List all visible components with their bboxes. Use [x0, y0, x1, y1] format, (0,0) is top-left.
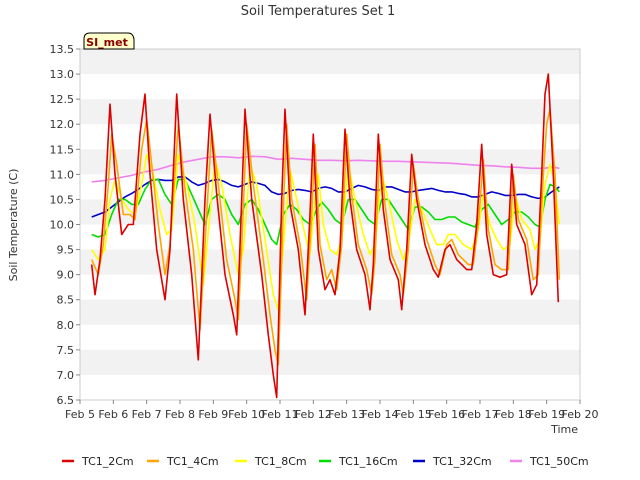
- y-tick-label: 10.0: [50, 219, 75, 232]
- series-lines: [90, 73, 561, 399]
- y-tick-label: 13.5: [50, 43, 75, 56]
- legend-label: TC1_32Cm: [432, 455, 492, 468]
- x-tick-label: Feb 13: [328, 408, 365, 421]
- x-tick-label: Feb 12: [295, 408, 332, 421]
- chart-title: Soil Temperatures Set 1: [241, 4, 396, 19]
- x-tick-label: Feb 16: [428, 408, 465, 421]
- grid-band: [80, 149, 580, 175]
- y-tick-label: 8.0: [57, 319, 75, 332]
- x-tick-label: Feb 19: [528, 408, 565, 421]
- y-tick-label: 11.5: [50, 143, 75, 156]
- legend-item-tc1_2cm: TC1_2Cm: [62, 455, 134, 468]
- x-tick-label: Feb 14: [362, 408, 399, 421]
- legend-label: TC1_4Cm: [166, 455, 219, 468]
- x-tick-label: Feb 20: [562, 408, 599, 421]
- series-line-tc1_4cm: [90, 108, 561, 366]
- legend-label: TC1_50Cm: [529, 455, 589, 468]
- y-tick-label: 9.0: [57, 269, 75, 282]
- series-line-tc1_50cm: [91, 155, 560, 183]
- y-tick-label: 6.5: [57, 394, 75, 407]
- legend-item-tc1_50cm: TC1_50Cm: [510, 455, 589, 468]
- y-tick-label: 10.5: [50, 193, 75, 206]
- x-axis-title: Time: [550, 423, 578, 436]
- x-tick-label: Feb 11: [262, 408, 299, 421]
- y-tick-label: 12.5: [50, 93, 75, 106]
- y-axis-title: Soil Temperature (C): [7, 169, 20, 282]
- x-tick-label: Feb 10: [228, 408, 265, 421]
- legend-item-tc1_16cm: TC1_16Cm: [319, 455, 398, 468]
- grid-band: [80, 99, 580, 125]
- series-line-tc1_8cm: [91, 153, 561, 311]
- y-tick-label: 7.0: [57, 369, 75, 382]
- x-tick-label: Feb 15: [395, 408, 432, 421]
- x-tick-label: Feb 8: [165, 408, 195, 421]
- legend-label: TC1_2Cm: [81, 455, 134, 468]
- legend-item-tc1_8cm: TC1_8Cm: [235, 455, 307, 468]
- x-tick-label: Feb 7: [132, 408, 162, 421]
- y-tick-label: 8.5: [57, 294, 75, 307]
- x-tick-label: Feb 18: [495, 408, 532, 421]
- legend-label: TC1_8Cm: [254, 455, 307, 468]
- site-badge-label: SI_met: [86, 36, 128, 49]
- grid-band: [80, 249, 580, 275]
- grid-band: [80, 49, 580, 75]
- y-tick-label: 9.5: [57, 244, 75, 257]
- legend-item-tc1_32cm: TC1_32Cm: [413, 455, 492, 468]
- grid-band: [80, 299, 580, 325]
- y-tick-label: 13.0: [50, 68, 75, 81]
- x-tick-label: Feb 5: [65, 408, 95, 421]
- y-tick-label: 7.5: [57, 344, 75, 357]
- legend: TC1_2Cm TC1_4Cm TC1_8Cm TC1_16Cm TC1_32Cm TC1…: [62, 455, 589, 468]
- legend-label: TC1_16Cm: [338, 455, 398, 468]
- series-line-tc1_2cm: [90, 73, 560, 399]
- x-tick-label: Feb 17: [462, 408, 499, 421]
- x-tick-label: Feb 9: [198, 408, 228, 421]
- y-axis: 6.5 7.0 7.5 8.0 8.5 9.0 9.5 10.0 10.5 11.0 11.5 12.…: [50, 43, 80, 407]
- y-tick-label: 11.0: [50, 168, 75, 181]
- y-tick-label: 12.0: [50, 118, 75, 131]
- grid-band: [80, 349, 580, 375]
- x-tick-label: Feb 6: [98, 408, 128, 421]
- legend-item-tc1_4cm: TC1_4Cm: [147, 455, 219, 468]
- site-badge: SI_met: [83, 32, 135, 50]
